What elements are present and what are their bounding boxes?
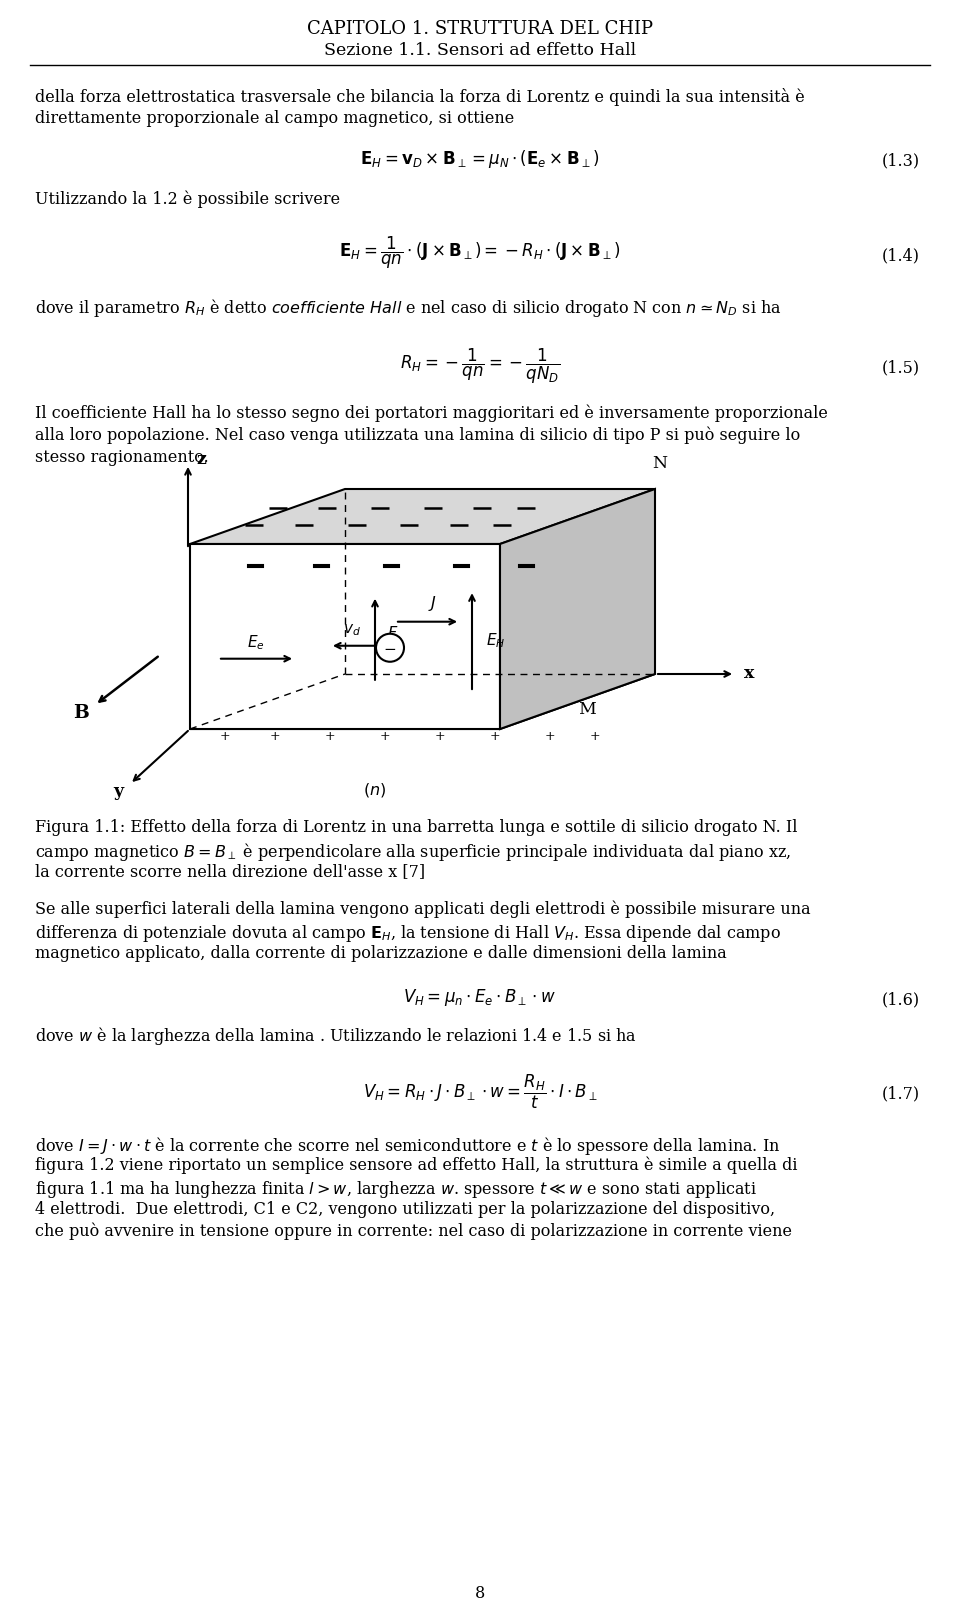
Text: dove il parametro $R_H$ è detto $\mathit{coefficiente\ Hall}$ e nel caso di sili: dove il parametro $R_H$ è detto $\mathit…: [35, 297, 781, 319]
Polygon shape: [500, 490, 655, 729]
Text: Se alle superfici laterali della lamina vengono applicati degli elettrodi è poss: Se alle superfici laterali della lamina …: [35, 900, 810, 918]
Text: che può avvenire in tensione oppure in corrente: nel caso di polarizzazione in c: che può avvenire in tensione oppure in c…: [35, 1223, 792, 1241]
Text: (1.7): (1.7): [882, 1085, 920, 1103]
Text: +: +: [490, 730, 500, 743]
Text: x: x: [744, 666, 755, 682]
Text: $J$: $J$: [427, 594, 437, 613]
Text: $-$: $-$: [383, 640, 396, 655]
Text: la corrente scorre nella direzione dell'asse x [7]: la corrente scorre nella direzione dell'…: [35, 863, 425, 880]
Text: (1.3): (1.3): [882, 152, 920, 169]
Text: stesso ragionamento.: stesso ragionamento.: [35, 449, 208, 465]
Text: $E_e$: $E_e$: [247, 634, 265, 652]
Text: Sezione 1.1. Sensori ad effetto Hall: Sezione 1.1. Sensori ad effetto Hall: [324, 42, 636, 59]
Text: 8: 8: [475, 1586, 485, 1602]
Polygon shape: [190, 490, 655, 544]
Text: $\mathbf{E}_H = \mathbf{v}_D \times \mathbf{B}_\perp = \mu_N \cdot (\mathbf{E}_e: $\mathbf{E}_H = \mathbf{v}_D \times \mat…: [360, 148, 600, 170]
Circle shape: [376, 634, 404, 661]
Text: N: N: [653, 456, 667, 472]
Polygon shape: [190, 544, 500, 729]
Text: differenza di potenziale dovuta al campo $\mathbf{E}_H$, la tensione di Hall $V_: differenza di potenziale dovuta al campo…: [35, 923, 780, 944]
Text: 4 elettrodi.  Due elettrodi, C1 e C2, vengono utilizzati per la polarizzazione d: 4 elettrodi. Due elettrodi, C1 e C2, ven…: [35, 1201, 775, 1218]
Text: +: +: [270, 730, 280, 743]
Text: $\mathbf{E}_H = \dfrac{1}{qn} \cdot (\mathbf{J} \times \mathbf{B}_\perp) = -R_H : $\mathbf{E}_H = \dfrac{1}{qn} \cdot (\ma…: [340, 234, 620, 271]
Text: $F$: $F$: [387, 626, 398, 642]
Text: Figura 1.1: Effetto della forza di Lorentz in una barretta lunga e sottile di si: Figura 1.1: Effetto della forza di Loren…: [35, 819, 798, 836]
Text: figura 1.1 ma ha lunghezza finita $l > w$, larghezza $w$. spessore $t \ll w$ e s: figura 1.1 ma ha lunghezza finita $l > w…: [35, 1180, 757, 1201]
Text: alla loro popolazione. Nel caso venga utilizzata una lamina di silicio di tipo P: alla loro popolazione. Nel caso venga ut…: [35, 427, 801, 445]
Text: Utilizzando la 1.2 è possibile scrivere: Utilizzando la 1.2 è possibile scrivere: [35, 189, 340, 207]
Text: B: B: [73, 705, 89, 722]
Text: dove $I = J \cdot w \cdot t$ è la corrente che scorre nel semiconduttore e $t$ è: dove $I = J \cdot w \cdot t$ è la corren…: [35, 1135, 780, 1157]
Text: y: y: [113, 783, 123, 801]
Text: direttamente proporzionale al campo magnetico, si ottiene: direttamente proporzionale al campo magn…: [35, 111, 515, 127]
Text: $R_H = -\dfrac{1}{qn} = -\dfrac{1}{qN_D}$: $R_H = -\dfrac{1}{qn} = -\dfrac{1}{qN_D}…: [400, 347, 560, 387]
Text: z: z: [196, 451, 205, 467]
Text: dove $w$ è la larghezza della lamina . Utilizzando le relazioni 1.4 e 1.5 si ha: dove $w$ è la larghezza della lamina . U…: [35, 1026, 636, 1046]
Text: $V_H = \mu_n \cdot E_e \cdot B_\perp \cdot w$: $V_H = \mu_n \cdot E_e \cdot B_\perp \cd…: [403, 987, 557, 1008]
Text: $V_H = R_H \cdot J \cdot B_\perp \cdot w = \dfrac{R_H}{t} \cdot I \cdot B_\perp$: $V_H = R_H \cdot J \cdot B_\perp \cdot w…: [363, 1074, 597, 1111]
Text: +: +: [324, 730, 335, 743]
Text: +: +: [435, 730, 445, 743]
Text: magnetico applicato, dalla corrente di polarizzazione e dalle dimensioni della l: magnetico applicato, dalla corrente di p…: [35, 945, 727, 961]
Text: campo magnetico $B = B_\perp$ è perpendicolare alla superficie principale indivi: campo magnetico $B = B_\perp$ è perpendi…: [35, 841, 791, 863]
Text: $E_H$: $E_H$: [486, 632, 505, 650]
Text: $(n)$: $(n)$: [364, 782, 387, 799]
Text: M: M: [578, 701, 596, 719]
Text: +: +: [380, 730, 391, 743]
Text: (1.6): (1.6): [882, 990, 920, 1008]
Text: +: +: [544, 730, 555, 743]
Text: della forza elettrostatica trasversale che bilancia la forza di Lorentz e quindi: della forza elettrostatica trasversale c…: [35, 88, 804, 106]
Text: +: +: [220, 730, 230, 743]
Text: Il coefficiente Hall ha lo stesso segno dei portatori maggioritari ed è inversam: Il coefficiente Hall ha lo stesso segno …: [35, 404, 828, 422]
Text: +: +: [589, 730, 600, 743]
Text: figura 1.2 viene riportato un semplice sensore ad effetto Hall, la struttura è s: figura 1.2 viene riportato un semplice s…: [35, 1157, 798, 1175]
Text: (1.4): (1.4): [882, 247, 920, 263]
Text: $v_d$: $v_d$: [343, 621, 361, 637]
Polygon shape: [190, 674, 655, 729]
Text: (1.5): (1.5): [882, 360, 920, 376]
Text: CAPITOLO 1. STRUTTURA DEL CHIP: CAPITOLO 1. STRUTTURA DEL CHIP: [307, 19, 653, 39]
